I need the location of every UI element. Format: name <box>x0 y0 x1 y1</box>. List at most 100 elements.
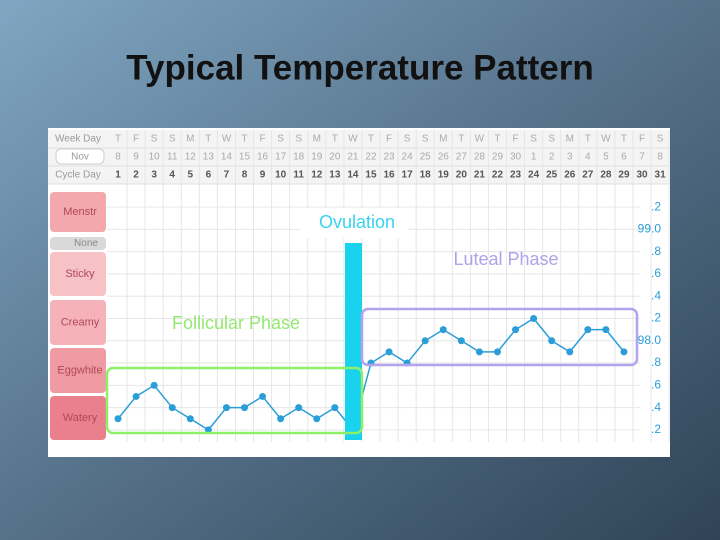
mucus-panel <box>50 348 106 393</box>
row-label: Cycle Day <box>55 170 101 181</box>
x-tick-label: 8 <box>242 170 248 181</box>
ovulation-label-bg <box>300 208 408 238</box>
x-tick-label: 7 <box>224 170 230 181</box>
temperature-point <box>548 337 556 345</box>
temperature-point <box>114 415 122 423</box>
x-tick-label: 12 <box>311 170 323 181</box>
temperature-point <box>204 426 212 434</box>
header-cell: T <box>458 134 464 145</box>
header-cell: 14 <box>221 152 233 163</box>
temperature-point <box>602 326 610 334</box>
x-tick-label: 16 <box>383 170 395 181</box>
x-tick-label: 27 <box>582 170 594 181</box>
y-tick-label: .4 <box>651 288 661 302</box>
header-cell: T <box>494 134 500 145</box>
temperature-point <box>439 326 447 334</box>
header-cell: 15 <box>239 152 251 163</box>
temperature-point <box>385 348 393 356</box>
header-cell: 22 <box>365 152 377 163</box>
y-tick-label: .6 <box>651 377 661 391</box>
mucus-label: Eggwhite <box>57 364 102 376</box>
x-tick-label: 3 <box>151 170 157 181</box>
temperature-point <box>313 415 321 423</box>
header-cell: 8 <box>115 152 121 163</box>
header-cell: S <box>530 134 537 145</box>
mucus-panel <box>50 252 106 296</box>
mucus-panel <box>50 396 106 440</box>
header-cell: 27 <box>456 152 468 163</box>
header-cell: 11 <box>167 152 178 163</box>
x-tick-label: 14 <box>347 170 359 181</box>
header-cell: 10 <box>149 152 161 163</box>
header-cell: 19 <box>311 152 323 163</box>
y-tick-label: .2 <box>651 199 661 213</box>
x-tick-label: 1 <box>115 170 121 181</box>
header-cell: 7 <box>639 152 645 163</box>
header-cell: S <box>548 134 555 145</box>
temperature-point <box>132 392 140 400</box>
mucus-panel <box>50 237 106 250</box>
header-cell: T <box>205 134 211 145</box>
header-cell: 2 <box>549 152 555 163</box>
x-tick-label: 28 <box>600 170 612 181</box>
x-tick-label: 19 <box>438 170 450 181</box>
header-cell: 5 <box>603 152 609 163</box>
x-tick-label: 17 <box>402 170 414 181</box>
x-tick-label: 10 <box>275 170 287 181</box>
mucus-label: None <box>74 238 98 249</box>
header-cell: S <box>422 134 429 145</box>
temperature-point <box>186 415 194 423</box>
header-cell: S <box>151 134 158 145</box>
temperature-point <box>277 415 285 423</box>
temperature-point <box>512 326 520 334</box>
mucus-panel <box>50 300 106 345</box>
header-cell: 23 <box>383 152 395 163</box>
x-tick-label: 2 <box>133 170 139 181</box>
header-cell: 24 <box>402 152 414 163</box>
luteal-label: Luteal Phase <box>453 249 558 269</box>
y-tick-label: .8 <box>651 355 661 369</box>
header-cell: 25 <box>420 152 432 163</box>
header-cell: T <box>368 134 374 145</box>
header-cell: 26 <box>438 152 450 163</box>
x-tick-label: 6 <box>206 170 212 181</box>
temperature-point <box>331 404 339 412</box>
y-tick-label: .8 <box>651 244 661 258</box>
x-tick-label: 31 <box>655 170 667 181</box>
follicular-box <box>105 366 364 435</box>
header-band <box>48 130 670 184</box>
month-box <box>55 148 105 165</box>
mucus-panel <box>50 192 106 232</box>
temperature-point <box>457 337 465 345</box>
slide-title: Typical Temperature Pattern <box>126 48 593 87</box>
header-cell: 13 <box>203 152 215 163</box>
temperature-point <box>620 348 628 356</box>
header-cell: F <box>260 134 266 145</box>
x-tick-label: 15 <box>365 170 377 181</box>
header-cell: 21 <box>347 152 359 163</box>
x-tick-label: 29 <box>618 170 630 181</box>
header-cell: S <box>169 134 176 145</box>
follicular-label: Follicular Phase <box>172 313 300 333</box>
temperature-point <box>259 392 267 400</box>
header-cell: S <box>404 134 411 145</box>
temperature-point <box>168 404 176 412</box>
header-cell: F <box>512 134 518 145</box>
header-cell: T <box>585 134 591 145</box>
header-cell: 6 <box>621 152 627 163</box>
mucus-label: Sticky <box>65 268 95 280</box>
header-cell: 12 <box>185 152 197 163</box>
ovulation-bar <box>345 243 362 440</box>
y-tick-label: .6 <box>651 266 661 280</box>
x-tick-label: 25 <box>546 170 558 181</box>
temperature-point <box>150 381 158 389</box>
header-cell: 1 <box>531 152 537 163</box>
header-cell: 28 <box>474 152 486 163</box>
x-tick-label: 18 <box>420 170 432 181</box>
luteal-box <box>360 307 639 367</box>
x-tick-label: 9 <box>260 170 266 181</box>
row-label: Week Day <box>55 134 101 145</box>
y-tick-label: 98.0 <box>638 333 662 347</box>
header-cell: M <box>186 134 194 145</box>
x-tick-label: 4 <box>169 170 175 181</box>
